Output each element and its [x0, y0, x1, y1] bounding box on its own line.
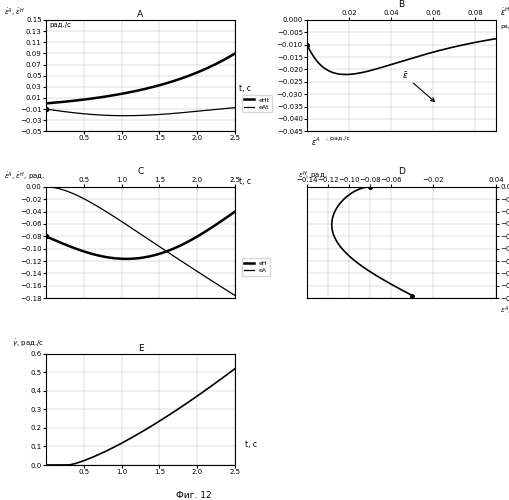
Text: $\dot{\varepsilon}^A$, $\dot{\varepsilon}^H$: $\dot{\varepsilon}^A$, $\dot{\varepsilon…: [4, 6, 25, 18]
Text: рад./с: рад./с: [500, 24, 509, 29]
Text: t, c: t, c: [244, 440, 257, 450]
Text: $\dot{\gamma}$, рад./с: $\dot{\gamma}$, рад./с: [12, 338, 44, 349]
Title: B: B: [399, 0, 405, 9]
Title: E: E: [137, 344, 143, 353]
Title: C: C: [137, 167, 144, 176]
Text: $\dot{\varepsilon}^A$: $\dot{\varepsilon}^A$: [311, 136, 320, 148]
Title: D: D: [398, 167, 405, 176]
Text: $\dot{\varepsilon}^H$: $\dot{\varepsilon}^H$: [500, 6, 509, 18]
Text: $\bar{\varepsilon}$: $\bar{\varepsilon}$: [402, 70, 434, 102]
Text: $\varepsilon^A$, рад.: $\varepsilon^A$, рад.: [500, 305, 509, 317]
Text: $\dot{\varepsilon}^A$, $\dot{\varepsilon}^H$, рад.: $\dot{\varepsilon}^A$, $\dot{\varepsilon…: [4, 170, 45, 182]
Title: A: A: [137, 10, 144, 19]
Legend: eH, eA: eH, eA: [242, 258, 270, 276]
Text: , рад./с: , рад./с: [326, 136, 350, 140]
Text: рад./с: рад./с: [49, 22, 71, 28]
Legend: eHt, eAt: eHt, eAt: [242, 94, 272, 112]
Text: $\varepsilon^H$, рад.: $\varepsilon^H$, рад.: [298, 170, 327, 182]
Text: t, c: t, c: [239, 84, 251, 94]
Text: t, c: t, c: [239, 177, 251, 186]
Text: Фиг. 12: Фиг. 12: [176, 490, 211, 500]
